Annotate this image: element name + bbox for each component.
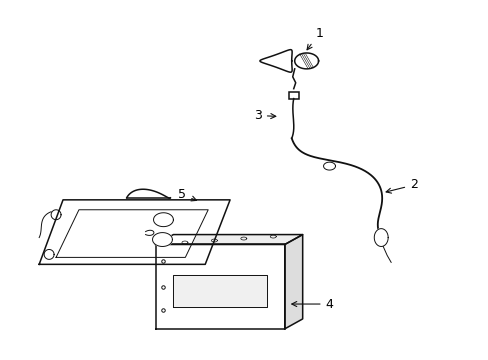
- Polygon shape: [153, 213, 173, 227]
- Polygon shape: [260, 50, 291, 72]
- Polygon shape: [284, 235, 302, 329]
- Text: 2: 2: [386, 179, 417, 193]
- Text: 5: 5: [178, 188, 196, 201]
- Polygon shape: [56, 210, 208, 257]
- Bar: [288, 92, 298, 99]
- Text: 4: 4: [291, 297, 333, 311]
- Text: 1: 1: [306, 27, 323, 50]
- Polygon shape: [39, 200, 230, 264]
- Text: 3: 3: [253, 109, 275, 122]
- Polygon shape: [155, 244, 284, 329]
- Polygon shape: [173, 275, 266, 307]
- Polygon shape: [152, 233, 172, 247]
- Polygon shape: [126, 189, 170, 198]
- Polygon shape: [155, 235, 302, 244]
- Polygon shape: [373, 229, 387, 247]
- Polygon shape: [294, 53, 318, 69]
